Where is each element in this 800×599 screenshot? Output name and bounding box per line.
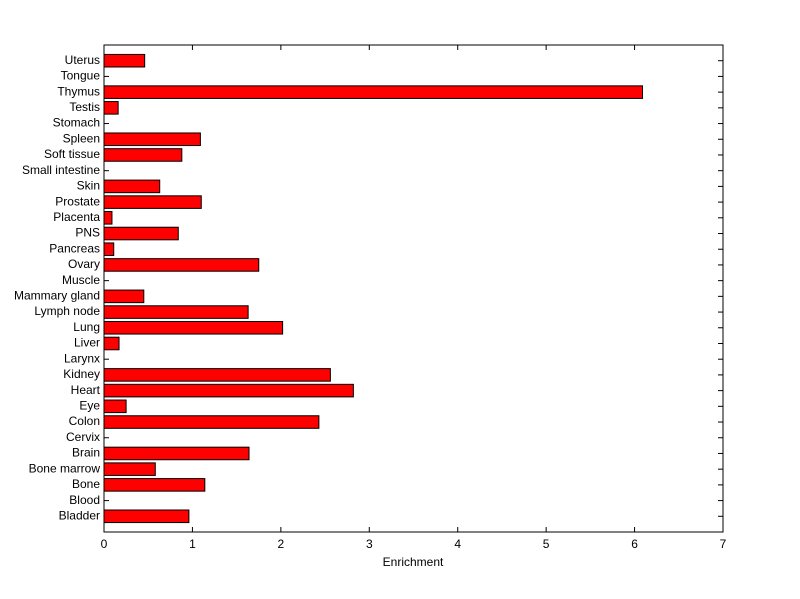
y-tick-label: Ovary bbox=[68, 257, 100, 271]
y-tick-label: Blood bbox=[69, 493, 100, 507]
bar bbox=[103, 383, 354, 398]
bar bbox=[103, 226, 179, 241]
bar bbox=[103, 242, 115, 257]
bar bbox=[103, 446, 250, 461]
y-tick-label: Thymus bbox=[57, 84, 100, 98]
y-tick-label: Liver bbox=[74, 336, 100, 350]
bar bbox=[103, 132, 201, 147]
y-tick-label: Uterus bbox=[65, 53, 100, 67]
bar bbox=[103, 148, 183, 162]
y-tick-label: Kidney bbox=[63, 367, 100, 381]
x-tick-label: 3 bbox=[366, 537, 373, 551]
y-tick-label: Bone bbox=[72, 477, 100, 491]
y-tick-label: Bone marrow bbox=[29, 461, 101, 475]
bar bbox=[103, 85, 644, 99]
y-tick-label: Muscle bbox=[62, 273, 100, 287]
bar bbox=[103, 336, 120, 351]
bar bbox=[103, 415, 320, 429]
y-tick-label: Eye bbox=[79, 398, 100, 412]
bar bbox=[103, 320, 284, 335]
x-tick-label: 0 bbox=[101, 537, 108, 551]
x-tick-label: 1 bbox=[189, 537, 196, 551]
y-tick-label: Placenta bbox=[53, 210, 100, 224]
y-tick-label: Stomach bbox=[53, 116, 100, 130]
x-tick-label: 4 bbox=[454, 537, 461, 551]
y-tick-label: Cervix bbox=[66, 430, 100, 444]
y-tick-label: Small intestine bbox=[22, 163, 100, 177]
bar bbox=[103, 478, 206, 492]
bar bbox=[103, 179, 161, 194]
bar bbox=[103, 399, 127, 414]
x-tick-label: 6 bbox=[631, 537, 638, 551]
bar bbox=[103, 462, 156, 476]
y-tick-label: Skin bbox=[77, 179, 100, 193]
y-tick-label: PNS bbox=[75, 226, 100, 240]
x-tick-label: 7 bbox=[720, 537, 727, 551]
y-tick-label: Lymph node bbox=[34, 304, 100, 318]
bar bbox=[103, 258, 260, 272]
x-axis-label: Enrichment bbox=[383, 555, 444, 569]
y-tick-label: Mammary gland bbox=[14, 289, 100, 303]
bar bbox=[103, 211, 113, 225]
bar bbox=[103, 101, 119, 115]
y-tick-label: Spleen bbox=[63, 131, 100, 145]
y-tick-label: Testis bbox=[69, 100, 100, 114]
y-tick-label: Pancreas bbox=[49, 241, 100, 255]
y-tick-label: Soft tissue bbox=[44, 147, 100, 161]
y-tick-label: Brain bbox=[72, 446, 100, 460]
bar bbox=[103, 368, 331, 382]
y-tick-label: Heart bbox=[71, 383, 101, 397]
bar bbox=[103, 509, 190, 524]
y-tick-label: Lung bbox=[73, 320, 100, 334]
y-tick-label: Tongue bbox=[61, 69, 101, 83]
y-tick-label: Bladder bbox=[59, 508, 100, 522]
bar bbox=[103, 195, 202, 209]
bar bbox=[103, 305, 249, 319]
y-tick-label: Colon bbox=[69, 414, 100, 428]
y-tick-label: Larynx bbox=[64, 351, 100, 365]
x-tick-label: 5 bbox=[543, 537, 550, 551]
bar bbox=[103, 53, 146, 68]
y-tick-label: Prostate bbox=[55, 194, 100, 208]
bar bbox=[103, 289, 145, 304]
x-tick-label: 2 bbox=[278, 537, 285, 551]
